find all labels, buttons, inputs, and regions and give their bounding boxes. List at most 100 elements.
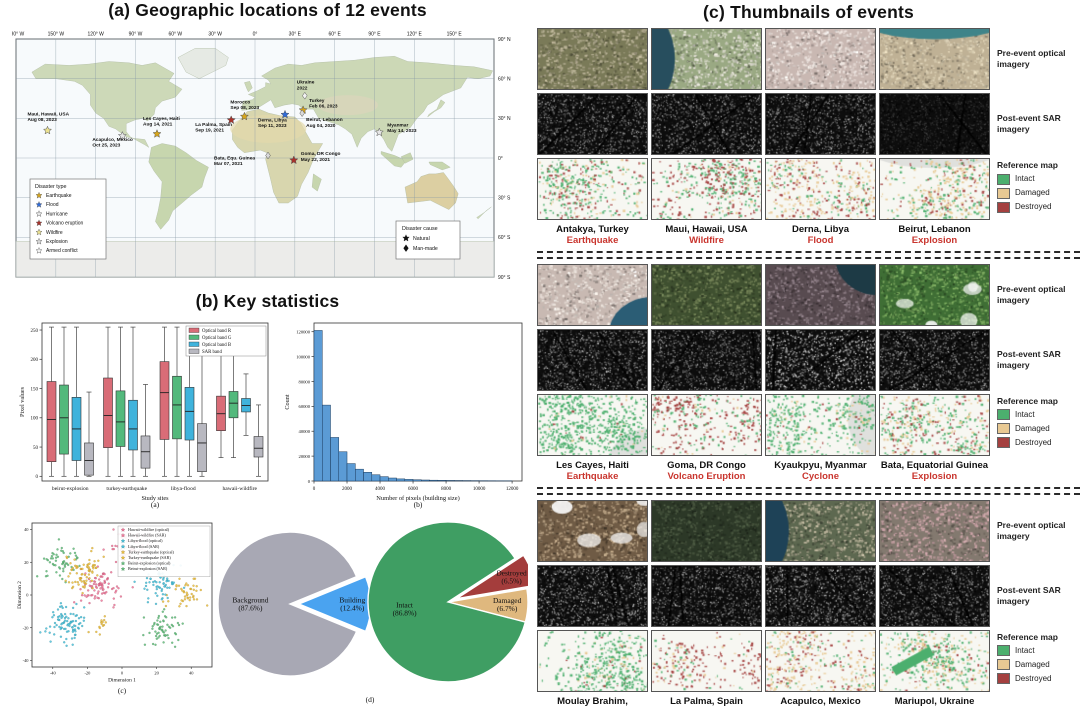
event-disaster-type: Earthquake xyxy=(566,235,619,247)
svg-text:Disaster cause: Disaster cause xyxy=(402,226,438,232)
reference-map-thumbnail xyxy=(537,393,648,456)
svg-text:2000: 2000 xyxy=(342,487,353,492)
reference-map-thumbnail xyxy=(537,158,648,220)
event-caption: Les Cayes, Haiti Earthquake xyxy=(537,459,648,483)
svg-text:Armed conflict: Armed conflict xyxy=(46,248,78,254)
group-separator xyxy=(537,486,1080,495)
event-disaster-type: Earthquake xyxy=(566,471,619,483)
ref-legend-item: Destroyed xyxy=(997,673,1077,685)
svg-text:30° S: 30° S xyxy=(498,195,511,201)
reference-map-thumbnail xyxy=(879,393,990,456)
legend-swatch xyxy=(997,187,1010,199)
svg-text:90° S: 90° S xyxy=(498,275,511,281)
svg-text:250: 250 xyxy=(31,329,39,334)
event-city: Mariupol, Ukraine xyxy=(894,695,975,707)
pre-event-optical-thumbnail xyxy=(537,263,648,326)
event-caption: Goma, DR Congo Volcano Eruption xyxy=(651,459,762,483)
pre-event-optical-thumbnail xyxy=(765,28,876,90)
ref-legend-item: Intact xyxy=(997,173,1077,185)
event-caption: Bata, Equatorial Guinea Explosion xyxy=(879,459,990,483)
svg-text:-20: -20 xyxy=(84,671,91,676)
svg-text:Optical band B: Optical band B xyxy=(202,343,231,348)
legend-swatch xyxy=(997,201,1010,213)
svg-text:Explosion: Explosion xyxy=(46,239,68,245)
svg-text:hawaii-wildfire: hawaii-wildfire xyxy=(223,485,258,492)
svg-text:100: 100 xyxy=(31,417,39,422)
event-disaster-type: Explosion xyxy=(911,235,958,247)
pre-event-optical-thumbnail xyxy=(765,263,876,326)
pre-event-optical-thumbnail xyxy=(765,499,876,562)
legend-swatch xyxy=(997,673,1010,685)
world-map: 180° W 150° W 120° W 90° W 60° W 30° W 0° 30° E… xyxy=(8,27,519,285)
event-disaster-type: Volcano Eruption xyxy=(667,471,746,483)
ref-legend-item: Destroyed xyxy=(997,437,1077,449)
boxplot-chart: 0 50 100 150 200 250 beirut-explosion turkey-ea… xyxy=(16,313,274,516)
row-label: Pre-event optical imagery xyxy=(997,48,1066,69)
svg-text:libya-flood: libya-flood xyxy=(171,485,196,492)
reference-map-thumbnail xyxy=(879,158,990,220)
tsne-scatter-chart: -40 -20 0 20 40 -40 -20 0 20 40 Hawaii-wildfire (o… xyxy=(14,515,216,702)
svg-text:Wildfire: Wildfire xyxy=(46,230,63,236)
legend-swatch xyxy=(997,659,1010,671)
svg-text:150° W: 150° W xyxy=(48,32,65,38)
reference-map-thumbnail xyxy=(651,393,762,456)
group-separator xyxy=(537,250,1080,259)
post-event-sar-thumbnail xyxy=(765,93,876,155)
row-label: Reference map Intact Damaged Destroyed xyxy=(993,158,1077,213)
post-event-sar-thumbnail xyxy=(537,93,648,155)
svg-text:Natural: Natural xyxy=(413,236,430,242)
svg-text:0°: 0° xyxy=(498,156,503,162)
event-caption: Derna, Libya Flood xyxy=(765,223,876,247)
svg-text:Flood: Flood xyxy=(46,202,59,208)
svg-text:10000: 10000 xyxy=(473,487,486,492)
reference-map-thumbnail xyxy=(651,158,762,220)
event-city: Moulay Brahim, Morocco xyxy=(557,695,628,707)
svg-text:90° N: 90° N xyxy=(498,37,511,43)
svg-text:Count: Count xyxy=(284,394,291,409)
legend-swatch xyxy=(997,437,1010,449)
svg-text:8000: 8000 xyxy=(441,487,452,492)
reference-map-thumbnail xyxy=(537,629,648,692)
svg-text:60° N: 60° N xyxy=(498,76,511,82)
ref-legend-item: Intact xyxy=(997,645,1077,657)
ref-legend-item: Intact xyxy=(997,409,1077,421)
pie-charts: Building (12.4%) Background (87.6%) Destroye… xyxy=(212,506,537,707)
svg-text:Background(87.6%): Background (87.6%) xyxy=(232,595,268,612)
svg-text:150° E: 150° E xyxy=(447,32,463,38)
svg-text:SAR band: SAR band xyxy=(202,350,222,355)
svg-text:Earthquake: Earthquake xyxy=(46,193,72,199)
pre-event-optical-thumbnail xyxy=(879,28,990,90)
svg-text:Volcano eruption: Volcano eruption xyxy=(46,221,83,227)
post-event-sar-thumbnail xyxy=(651,93,762,155)
svg-text:100000: 100000 xyxy=(296,354,310,359)
legend-swatch xyxy=(997,645,1010,657)
histogram-chart: 0 20000 40000 60000 80000 100000 120000 0 2000 40… xyxy=(280,313,528,516)
post-event-sar-thumbnail xyxy=(765,564,876,627)
svg-text:0°: 0° xyxy=(253,32,258,38)
ref-legend-item: Damaged xyxy=(997,659,1077,671)
svg-text:Building(12.4%): Building (12.4%) xyxy=(339,596,365,613)
event-city: Acapulco, Mexico xyxy=(780,695,861,707)
svg-text:Libya-flood (optical): Libya-flood (optical) xyxy=(128,538,163,543)
row-label: Post-event SAR imagery xyxy=(997,584,1061,606)
svg-text:30° W: 30° W xyxy=(208,32,222,38)
reference-map-thumbnail xyxy=(651,629,762,692)
row-label: Post-event SAR imagery xyxy=(997,113,1061,134)
svg-text:150: 150 xyxy=(31,387,39,392)
event-city: Les Cayes, Haiti xyxy=(556,459,629,471)
event-caption: Beirut, Lebanon Explosion xyxy=(879,223,990,247)
reference-map-thumbnail xyxy=(765,629,876,692)
thumbnails-panel: (c) Thumbnails of events Pre-event optic… xyxy=(537,2,1080,707)
pre-event-optical-thumbnail xyxy=(537,28,648,90)
event-disaster-type: Explosion xyxy=(911,471,958,483)
svg-text:Damaged(6.7%): Damaged (6.7%) xyxy=(493,596,522,613)
svg-text:Hawaii-wildfire (SAR): Hawaii-wildfire (SAR) xyxy=(128,533,166,538)
svg-text:120000: 120000 xyxy=(296,330,310,335)
svg-text:50: 50 xyxy=(33,446,39,451)
